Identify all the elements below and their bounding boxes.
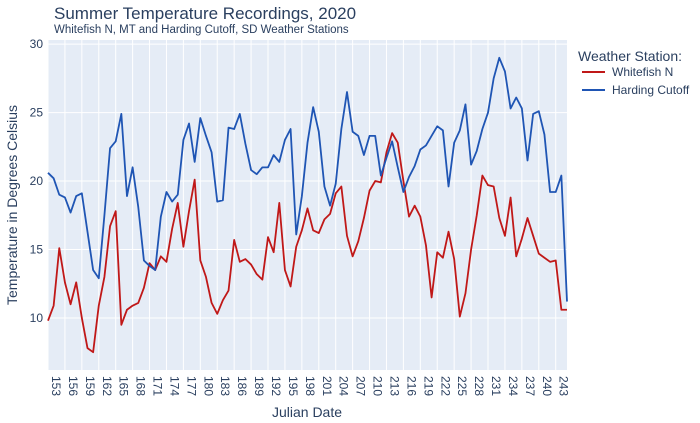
legend: Weather Station: Whitefish N Harding Cut… [578,48,690,97]
series-line-harding [47,56,568,302]
x-tick-label: 162 [100,376,114,396]
legend-item-harding[interactable]: Harding Cutoff [582,83,690,97]
plot-background [48,40,567,370]
x-tick-label: 243 [557,376,571,396]
legend-title: Weather Station: [578,48,682,64]
x-tick-label: 189 [252,376,266,396]
chart-title: Summer Temperature Recordings, 2020 [54,4,356,23]
x-tick-label: 195 [286,376,300,396]
x-tick-label: 174 [167,376,181,396]
x-tick-label: 204 [337,376,351,396]
y-tick-label: 30 [30,37,44,51]
gridlines [47,40,567,370]
y-axis-ticks: 10 15 20 25 30 [30,37,44,325]
x-tick-label: 234 [506,376,520,396]
x-tick-label: 207 [354,376,368,396]
y-tick-label: 25 [30,106,44,120]
x-tick-label: 201 [320,376,334,396]
legend-item-whitefish[interactable]: Whitefish N [582,65,673,79]
series-line-whitefish [47,132,567,354]
x-tick-label: 198 [303,376,317,396]
x-tick-label: 219 [421,376,435,396]
x-axis-ticks: 153 156 159 162 165 168 171 174 177 180 183 186 189 1… [49,376,571,396]
x-axis-title: Julian Date [272,404,342,420]
x-tick-label: 240 [540,376,554,396]
x-tick-label: 156 [66,376,80,396]
x-tick-label: 213 [387,376,401,396]
series-lines [47,56,568,354]
y-axis-title: Temperature in Degrees Celsius [4,105,20,305]
y-tick-label: 10 [30,311,44,325]
x-tick-label: 180 [201,376,215,396]
chart-subtitle: Whitefish N, MT and Harding Cutoff, SD W… [54,24,349,36]
x-tick-label: 225 [455,376,469,396]
x-tick-label: 228 [472,376,486,396]
x-tick-label: 153 [49,376,63,396]
x-tick-label: 216 [404,376,418,396]
x-tick-label: 186 [235,376,249,396]
x-tick-label: 192 [269,376,283,396]
x-tick-label: 222 [438,376,452,396]
x-tick-label: 210 [371,376,385,396]
x-tick-label: 159 [83,376,97,396]
x-tick-label: 165 [117,376,131,396]
x-tick-label: 183 [218,376,232,396]
legend-label-harding: Harding Cutoff [612,83,690,97]
y-tick-label: 20 [30,174,44,188]
y-tick-label: 15 [30,243,44,257]
legend-label-whitefish: Whitefish N [612,65,673,79]
x-tick-label: 171 [151,376,165,396]
x-tick-label: 177 [184,376,198,396]
x-tick-label: 231 [489,376,503,396]
x-tick-label: 168 [134,376,148,396]
x-tick-label: 237 [523,376,537,396]
